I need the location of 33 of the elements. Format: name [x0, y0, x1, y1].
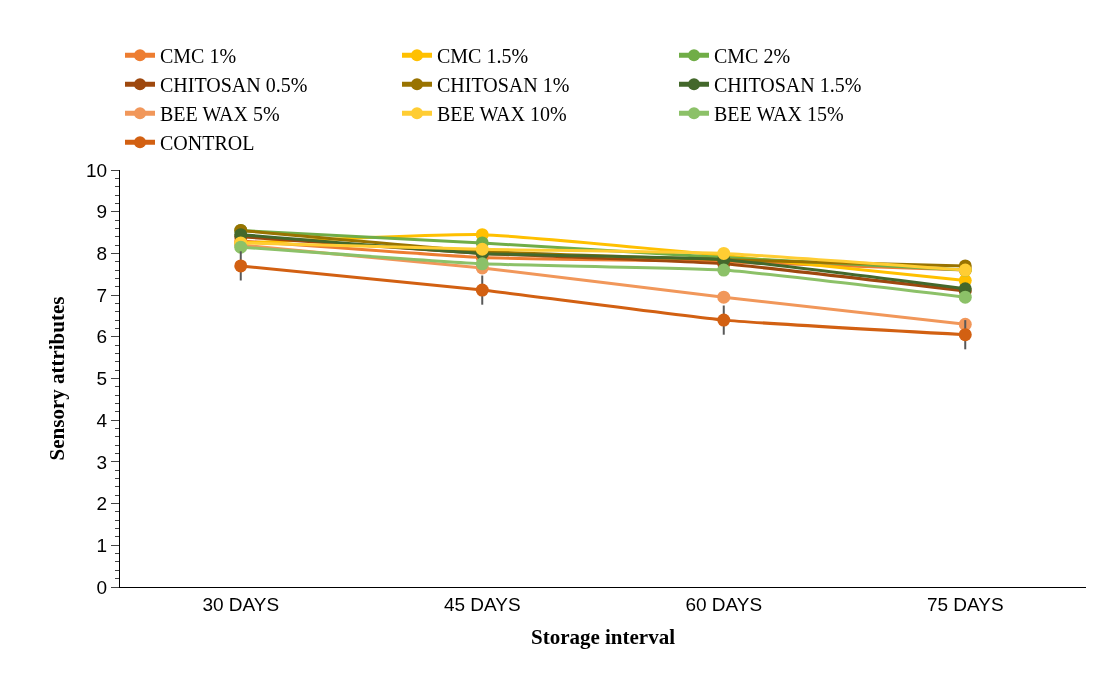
y-tick-label: 5 [96, 368, 108, 390]
y-tick-label: 10 [86, 159, 108, 181]
y-tick-label: 6 [96, 326, 108, 348]
y-tick-label: 3 [96, 451, 108, 473]
y-tick-label: 4 [96, 409, 108, 431]
legend-label: CONTROL [160, 131, 255, 154]
y-tick-label: 1 [96, 534, 108, 556]
y-tick-label: 7 [96, 284, 108, 306]
legend-label: CMC 2% [714, 44, 791, 67]
y-tick-label: 8 [96, 243, 108, 265]
point [717, 313, 731, 327]
legend-label: CHITOSAN 1.5% [714, 73, 862, 96]
y-tick-label: 2 [96, 493, 108, 515]
y-tick-label: 0 [96, 576, 108, 598]
x-tick-label: 30 DAYS [202, 593, 280, 615]
x-tick-label: 45 DAYS [443, 593, 521, 615]
legend-label: CMC 1% [160, 44, 237, 67]
point [958, 290, 972, 304]
legend-label: CHITOSAN 1% [437, 73, 570, 96]
point [234, 259, 248, 273]
legend-label: BEE WAX 5% [160, 102, 280, 125]
x-tick-label: 75 DAYS [926, 593, 1004, 615]
x-axis-title: Storage interval [530, 625, 676, 649]
point [717, 290, 731, 304]
legend-label: BEE WAX 15% [714, 102, 844, 125]
x-tick-label: 60 DAYS [685, 593, 763, 615]
legend-label: CMC 1.5% [437, 44, 529, 67]
y-axis-title: Sensory attributes [45, 296, 70, 461]
point [475, 283, 489, 297]
y-tick-label: 9 [96, 201, 108, 223]
point [958, 328, 972, 342]
legend-label: BEE WAX 10% [437, 102, 567, 125]
legend-label: CHITOSAN 0.5% [160, 73, 308, 96]
